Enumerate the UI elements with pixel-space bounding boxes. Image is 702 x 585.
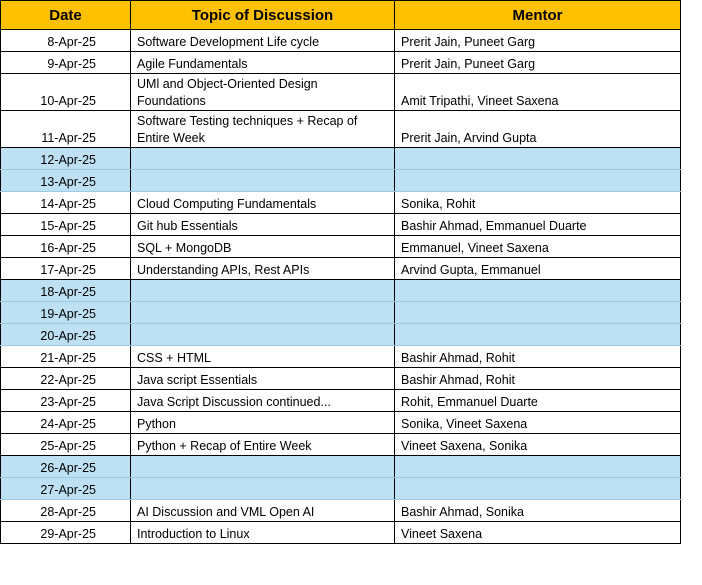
column-header-topic[interactable]: Topic of Discussion — [130, 0, 395, 30]
topic-cell[interactable]: Python — [130, 411, 395, 434]
topic-cell[interactable]: Software Testing techniques + Recap of E… — [130, 110, 395, 148]
topic-cell[interactable]: Agile Fundamentals — [130, 51, 395, 74]
date-cell[interactable]: 9-Apr-25 — [0, 51, 131, 74]
table-row: 9-Apr-25 Agile Fundamentals Prerit Jain, P… — [0, 51, 681, 74]
mentor-cell[interactable] — [394, 279, 681, 302]
date-cell[interactable]: 8-Apr-25 — [0, 29, 131, 52]
table-row: 20-Apr-25 — [0, 323, 681, 346]
table-row: 22-Apr-25 Java script Essentials Bashir Ah… — [0, 367, 681, 390]
mentor-cell[interactable]: Bashir Ahmad, Rohit — [394, 345, 681, 368]
table-row: 16-Apr-25 SQL + MongoDB Emmanuel, Vineet S… — [0, 235, 681, 258]
table-row: 21-Apr-25 CSS + HTML Bashir Ahmad, Rohit — [0, 345, 681, 368]
table-row: 25-Apr-25 Python + Recap of Entire Week Vi… — [0, 433, 681, 456]
topic-cell[interactable]: Software Development Life cycle — [130, 29, 395, 52]
date-cell[interactable]: 24-Apr-25 — [0, 411, 131, 434]
date-cell[interactable]: 15-Apr-25 — [0, 213, 131, 236]
table-row: 28-Apr-25 AI Discussion and VML Open AI Ba… — [0, 499, 681, 522]
date-cell[interactable]: 17-Apr-25 — [0, 257, 131, 280]
topic-cell[interactable] — [130, 477, 395, 500]
table-row: 27-Apr-25 — [0, 477, 681, 500]
date-cell[interactable]: 21-Apr-25 — [0, 345, 131, 368]
table-body: 8-Apr-25 Software Development Life cycle P… — [0, 29, 681, 544]
date-cell[interactable]: 25-Apr-25 — [0, 433, 131, 456]
column-header-date[interactable]: Date — [0, 0, 131, 30]
mentor-cell[interactable] — [394, 301, 681, 324]
table-row: 14-Apr-25 Cloud Computing Fundamentals Son… — [0, 191, 681, 214]
mentor-cell[interactable]: Vineet Saxena, Sonika — [394, 433, 681, 456]
mentor-cell[interactable]: Bashir Ahmad, Rohit — [394, 367, 681, 390]
date-cell[interactable]: 10-Apr-25 — [0, 73, 131, 111]
table-row: 13-Apr-25 — [0, 169, 681, 192]
mentor-cell[interactable] — [394, 477, 681, 500]
header-row: Date Topic of Discussion Mentor — [0, 0, 681, 30]
mentor-cell[interactable]: Sonika, Rohit — [394, 191, 681, 214]
table-row: 29-Apr-25 Introduction to Linux Vineet Sax… — [0, 521, 681, 544]
topic-cell[interactable]: SQL + MongoDB — [130, 235, 395, 258]
topic-cell[interactable]: Understanding APIs, Rest APIs — [130, 257, 395, 280]
date-cell[interactable]: 13-Apr-25 — [0, 169, 131, 192]
topic-cell[interactable] — [130, 301, 395, 324]
date-cell[interactable]: 16-Apr-25 — [0, 235, 131, 258]
topic-cell[interactable]: Cloud Computing Fundamentals — [130, 191, 395, 214]
mentor-cell[interactable] — [394, 323, 681, 346]
topic-cell[interactable]: CSS + HTML — [130, 345, 395, 368]
topic-cell[interactable]: Introduction to Linux — [130, 521, 395, 544]
topic-cell[interactable]: Java Script Discussion continued... — [130, 389, 395, 412]
mentor-cell[interactable]: Arvind Gupta, Emmanuel — [394, 257, 681, 280]
mentor-cell[interactable]: Amit Tripathi, Vineet Saxena — [394, 73, 681, 111]
topic-cell[interactable]: AI Discussion and VML Open AI — [130, 499, 395, 522]
mentor-cell[interactable]: Sonika, Vineet Saxena — [394, 411, 681, 434]
table-row: 11-Apr-25 Software Testing techniques + R… — [0, 110, 681, 148]
table-row: 18-Apr-25 — [0, 279, 681, 302]
topic-cell[interactable] — [130, 147, 395, 170]
table-row: 17-Apr-25 Understanding APIs, Rest APIs Ar… — [0, 257, 681, 280]
mentor-cell[interactable]: Prerit Jain, Puneet Garg — [394, 29, 681, 52]
mentor-cell[interactable]: Rohit, Emmanuel Duarte — [394, 389, 681, 412]
schedule-table: Date Topic of Discussion Mentor 8-Apr-25… — [0, 0, 681, 544]
mentor-cell[interactable] — [394, 455, 681, 478]
mentor-cell[interactable]: Prerit Jain, Puneet Garg — [394, 51, 681, 74]
date-cell[interactable]: 14-Apr-25 — [0, 191, 131, 214]
mentor-cell[interactable]: Emmanuel, Vineet Saxena — [394, 235, 681, 258]
mentor-cell[interactable]: Vineet Saxena — [394, 521, 681, 544]
table-row: 26-Apr-25 — [0, 455, 681, 478]
date-cell[interactable]: 29-Apr-25 — [0, 521, 131, 544]
date-cell[interactable]: 18-Apr-25 — [0, 279, 131, 302]
table-row: 12-Apr-25 — [0, 147, 681, 170]
table-row: 19-Apr-25 — [0, 301, 681, 324]
date-cell[interactable]: 23-Apr-25 — [0, 389, 131, 412]
mentor-cell[interactable] — [394, 169, 681, 192]
date-cell[interactable]: 12-Apr-25 — [0, 147, 131, 170]
table-row: 8-Apr-25 Software Development Life cycle P… — [0, 29, 681, 52]
date-cell[interactable]: 22-Apr-25 — [0, 367, 131, 390]
table-row: 24-Apr-25 Python Sonika, Vineet Saxena — [0, 411, 681, 434]
topic-cell[interactable]: Python + Recap of Entire Week — [130, 433, 395, 456]
date-cell[interactable]: 28-Apr-25 — [0, 499, 131, 522]
topic-cell[interactable]: UMl and Object-Oriented Design Foundatio… — [130, 73, 395, 111]
date-cell[interactable]: 26-Apr-25 — [0, 455, 131, 478]
topic-cell[interactable] — [130, 455, 395, 478]
mentor-cell[interactable]: Prerit Jain, Arvind Gupta — [394, 110, 681, 148]
topic-cell[interactable] — [130, 279, 395, 302]
date-cell[interactable]: 19-Apr-25 — [0, 301, 131, 324]
table-row: 10-Apr-25 UMl and Object-Oriented Design … — [0, 73, 681, 111]
topic-cell[interactable]: Java script Essentials — [130, 367, 395, 390]
topic-cell[interactable] — [130, 323, 395, 346]
topic-cell[interactable] — [130, 169, 395, 192]
table-row: 23-Apr-25 Java Script Discussion continue… — [0, 389, 681, 412]
date-cell[interactable]: 11-Apr-25 — [0, 110, 131, 148]
date-cell[interactable]: 27-Apr-25 — [0, 477, 131, 500]
mentor-cell[interactable]: Bashir Ahmad, Emmanuel Duarte — [394, 213, 681, 236]
topic-cell[interactable]: Git hub Essentials — [130, 213, 395, 236]
date-cell[interactable]: 20-Apr-25 — [0, 323, 131, 346]
column-header-mentor[interactable]: Mentor — [394, 0, 681, 30]
mentor-cell[interactable] — [394, 147, 681, 170]
mentor-cell[interactable]: Bashir Ahmad, Sonika — [394, 499, 681, 522]
table-row: 15-Apr-25 Git hub Essentials Bashir Ahmad,… — [0, 213, 681, 236]
